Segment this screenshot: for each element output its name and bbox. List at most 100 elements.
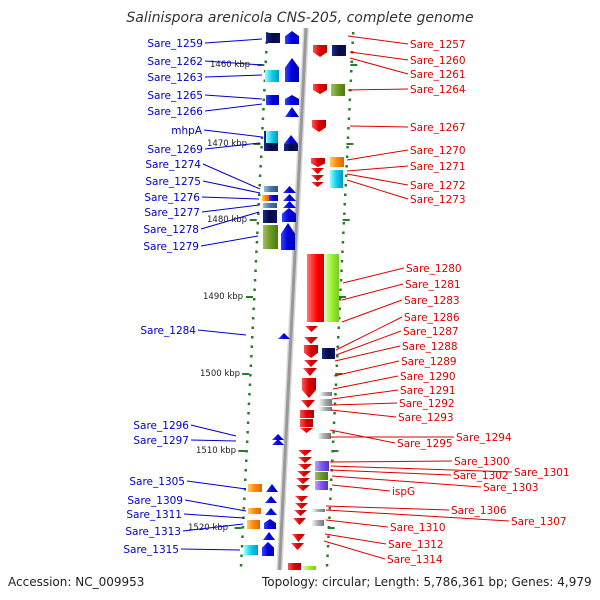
leader-line <box>329 469 452 476</box>
gene-label-sare_1287: Sare_1287 <box>403 326 459 338</box>
tick-left <box>260 146 263 149</box>
gene-label-sare_1286: Sare_1286 <box>404 312 460 324</box>
leader-line <box>203 129 263 138</box>
tick-left <box>245 459 248 462</box>
leader-line <box>204 103 263 112</box>
gene-box <box>300 419 313 427</box>
tick-left <box>240 554 243 557</box>
tick-left <box>262 108 265 111</box>
leader-line <box>202 180 261 194</box>
leader-line <box>346 149 409 161</box>
gene-label-sare_1314: Sare_1314 <box>387 554 443 566</box>
tick-right <box>348 98 352 101</box>
leader-line <box>190 439 237 442</box>
tick-right <box>325 564 329 567</box>
gene-label-sare_1276: Sare_1276 <box>144 192 200 204</box>
leader-line <box>197 329 247 336</box>
gene-box <box>322 348 335 359</box>
tick-right <box>328 507 332 510</box>
gene-box <box>247 520 260 529</box>
tick-left <box>255 241 259 244</box>
leader-line <box>331 402 398 406</box>
tick-right <box>346 136 350 139</box>
tick-right <box>330 478 333 481</box>
gene-label-sare_1275: Sare_1275 <box>145 176 201 188</box>
gene-label-sare_1271: Sare_1271 <box>410 161 466 173</box>
tick-left <box>244 478 247 481</box>
topology-summary-text: Topology: circular; Length: 5,786,361 bp… <box>261 575 592 589</box>
tick-right <box>332 431 335 434</box>
chromosome-backbone <box>275 27 309 600</box>
tick-right <box>331 440 335 443</box>
leader-line <box>331 475 482 488</box>
tick-left <box>258 184 261 187</box>
scale-label: 1480 kbp <box>207 215 247 225</box>
gene-label-sare_1277: Sare_1277 <box>144 207 200 219</box>
tick-right <box>333 402 337 405</box>
leader-line <box>325 519 389 528</box>
leader-line <box>325 505 450 511</box>
leader-line <box>341 283 404 301</box>
tick-left <box>250 345 253 348</box>
tick-right <box>348 108 351 111</box>
reverse-gene-arrow <box>302 378 316 398</box>
leader-line <box>346 179 409 200</box>
gene-box <box>325 254 339 322</box>
tick-left <box>249 364 253 367</box>
tick-left <box>264 60 267 63</box>
tick-left <box>261 117 265 120</box>
tick-left <box>263 89 266 92</box>
gene-label-sare_1262: Sare_1262 <box>147 56 203 68</box>
forward-gene-arrow <box>285 95 299 105</box>
tick-left <box>254 260 258 263</box>
tick-right <box>343 203 346 206</box>
gene-box <box>312 520 324 526</box>
tick-right <box>347 127 350 130</box>
reverse-gene-arrow <box>311 182 324 187</box>
tick-right <box>344 184 347 187</box>
scale-label: 1510 kbp <box>196 446 236 456</box>
leader-line <box>349 51 409 61</box>
tick-left <box>256 222 260 225</box>
tick-left <box>250 355 253 358</box>
leader-line <box>190 424 237 437</box>
leader-line <box>346 173 409 186</box>
tick-right <box>350 70 353 73</box>
leader-line <box>202 163 261 190</box>
gene-box <box>307 254 324 322</box>
gene-label-sare_1313: Sare_1313 <box>125 526 181 538</box>
tick-left <box>262 98 266 101</box>
gene-label-mhpa: mhpA <box>171 125 203 137</box>
tick-left <box>253 288 256 291</box>
tick-right <box>344 193 347 196</box>
gene-label-sare_1267: Sare_1267 <box>410 122 466 134</box>
forward-gene-arrow <box>285 107 299 117</box>
leader-line <box>180 548 241 551</box>
leader-line <box>201 204 260 213</box>
gene-box <box>263 203 277 208</box>
forward-gene-arrow <box>285 58 299 82</box>
leader-line <box>324 533 387 545</box>
tick-left <box>259 165 262 168</box>
gene-label-sare_1302: Sare_1302 <box>453 470 509 482</box>
leader-line <box>332 375 399 390</box>
gene-box <box>330 176 343 188</box>
tick-right <box>329 488 333 491</box>
tick-left <box>258 174 262 177</box>
scale-label: 1470 kbp <box>207 139 247 149</box>
tick-left <box>258 193 261 196</box>
tick-rows <box>238 32 355 586</box>
gene-box <box>300 410 314 418</box>
tick-left <box>259 155 263 158</box>
leader-line <box>183 513 245 519</box>
forward-gene-arrow <box>272 439 284 445</box>
forward-gene-arrow <box>265 508 277 515</box>
tick-left <box>245 450 248 453</box>
gene-label-sare_1288: Sare_1288 <box>402 341 458 353</box>
tick-right <box>341 250 344 253</box>
gene-box <box>303 566 316 572</box>
gene-label-sare_1306: Sare_1306 <box>451 505 507 517</box>
tick-right <box>332 421 336 424</box>
tick-right <box>339 279 343 282</box>
gene-label-sare_1261: Sare_1261 <box>410 69 466 81</box>
